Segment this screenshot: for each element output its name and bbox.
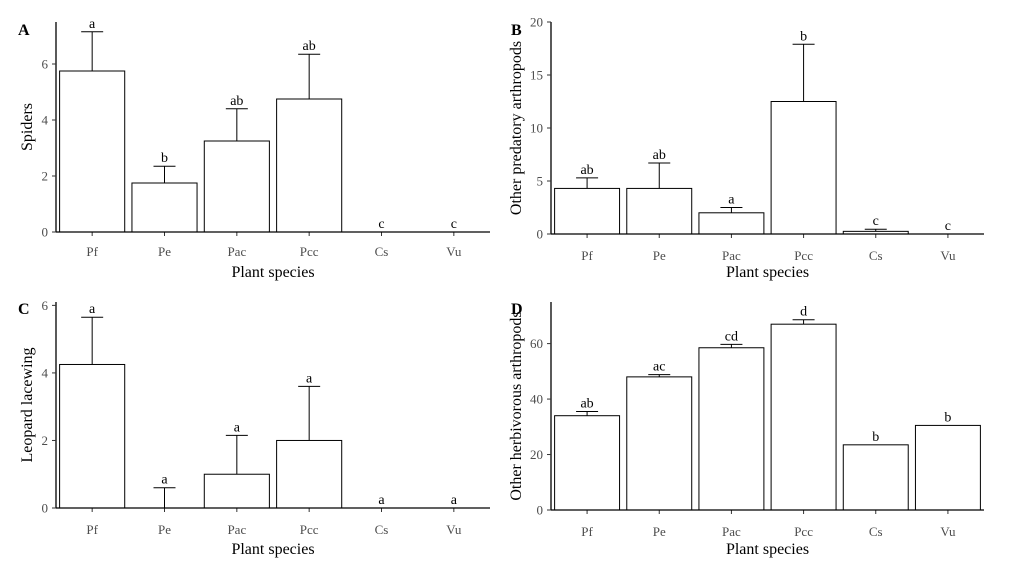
x-tick-label: Pf [86, 522, 98, 537]
x-tick-label: Pac [227, 522, 246, 537]
y-tick-label: 2 [42, 169, 49, 184]
significance-letter: b [944, 410, 951, 425]
bar-pf [59, 363, 126, 509]
significance-letter: b [872, 430, 879, 445]
x-tick-label: Pcc [300, 522, 319, 537]
bar-pf [554, 415, 621, 511]
significance-letter: a [161, 473, 168, 488]
significance-letter: ab [580, 397, 593, 412]
x-tick-label: Pcc [300, 244, 319, 259]
y-tick-label: 10 [530, 121, 543, 136]
y-tick-label: 4 [42, 113, 49, 128]
panel-letter: C [18, 301, 30, 318]
significance-letter: a [234, 420, 241, 435]
significance-letter: b [800, 29, 807, 44]
x-tick-label: Pe [653, 248, 666, 263]
bar-pcc [276, 98, 343, 233]
panel-letter: D [511, 301, 523, 318]
significance-letter: c [873, 214, 879, 229]
x-tick-label: Pe [158, 244, 171, 259]
y-tick-label: 6 [42, 57, 49, 72]
bar-pac [203, 473, 270, 509]
x-axis-label: Plant species [231, 264, 314, 281]
bar-pcc [276, 439, 343, 509]
x-tick-label: Vu [446, 244, 462, 259]
y-tick-label: 60 [530, 336, 543, 351]
bar-pf [554, 187, 621, 235]
y-tick-label: 40 [530, 392, 543, 407]
significance-letter: ab [653, 148, 666, 163]
significance-letter: c [451, 217, 457, 232]
bar-cs [842, 444, 909, 511]
x-axis-label: Plant species [726, 541, 809, 558]
significance-letter: b [161, 151, 168, 166]
x-tick-label: Cs [869, 248, 883, 263]
panel-b: Bab Pf ab Pe a Pac b Pcc c Cs c Vu 0 5 10 15 20 Other pre… [508, 15, 984, 281]
x-tick-label: Cs [375, 244, 389, 259]
panel-letter: B [511, 22, 522, 39]
x-tick-label: Pe [653, 524, 666, 539]
significance-letter: a [378, 493, 385, 508]
x-tick-label: Pf [581, 248, 593, 263]
bar-pe [131, 182, 198, 233]
significance-letter: a [89, 302, 96, 317]
y-tick-label: 5 [537, 174, 544, 189]
x-tick-label: Pac [227, 244, 246, 259]
x-tick-label: Vu [940, 248, 956, 263]
significance-letter: ab [303, 39, 316, 54]
x-tick-label: Pac [722, 248, 741, 263]
bar-vu [914, 424, 981, 511]
bar-pe [626, 187, 693, 235]
significance-letter: ac [653, 360, 665, 375]
y-tick-label: 15 [530, 68, 543, 83]
x-tick-label: Pf [581, 524, 593, 539]
bar-pf [59, 70, 126, 233]
significance-letter: c [945, 219, 951, 234]
x-tick-label: Cs [375, 522, 389, 537]
x-tick-label: Pcc [794, 524, 813, 539]
y-tick-label: 4 [42, 365, 49, 380]
bar-pcc [770, 101, 837, 235]
significance-letter: cd [725, 329, 738, 344]
significance-letter: c [378, 217, 384, 232]
bar-pac [698, 212, 765, 235]
x-tick-label: Cs [869, 524, 883, 539]
y-tick-label: 0 [42, 501, 49, 516]
panel-letter: A [18, 22, 30, 39]
bar-pcc [770, 323, 837, 511]
significance-letter: a [451, 493, 458, 508]
significance-letter: a [89, 17, 96, 32]
panel-d: Dab Pf ac Pe cd Pac d Pcc b Cs b Vu 0 20 40 60 Other her… [508, 301, 984, 558]
y-tick-label: 20 [530, 15, 543, 30]
y-tick-label: 0 [42, 225, 49, 240]
significance-letter: a [728, 193, 735, 208]
y-axis-label: Other herbivorous arthropods [508, 311, 525, 500]
x-tick-label: Pe [158, 522, 171, 537]
significance-letter: ab [580, 163, 593, 178]
x-tick-label: Pcc [794, 248, 813, 263]
x-tick-label: Vu [446, 522, 462, 537]
x-tick-label: Pac [722, 524, 741, 539]
x-tick-label: Pf [86, 244, 98, 259]
significance-letter: ab [230, 94, 243, 109]
y-tick-label: 6 [42, 298, 49, 313]
y-tick-label: 20 [530, 447, 543, 462]
significance-letter: d [800, 305, 807, 320]
y-axis-label: Spiders [19, 103, 36, 151]
y-tick-label: 2 [42, 433, 49, 448]
x-axis-label: Plant species [231, 541, 314, 558]
x-tick-label: Vu [940, 524, 956, 539]
y-tick-label: 0 [537, 503, 544, 518]
y-tick-label: 0 [537, 227, 544, 242]
bar-pe [626, 376, 693, 511]
significance-letter: a [306, 371, 313, 386]
bar-pac [203, 140, 270, 233]
bar-pac [698, 347, 765, 511]
x-axis-label: Plant species [726, 264, 809, 281]
y-axis-label: Leopard lacewing [19, 347, 36, 462]
y-axis-label: Other predatory arthropods [508, 41, 525, 215]
